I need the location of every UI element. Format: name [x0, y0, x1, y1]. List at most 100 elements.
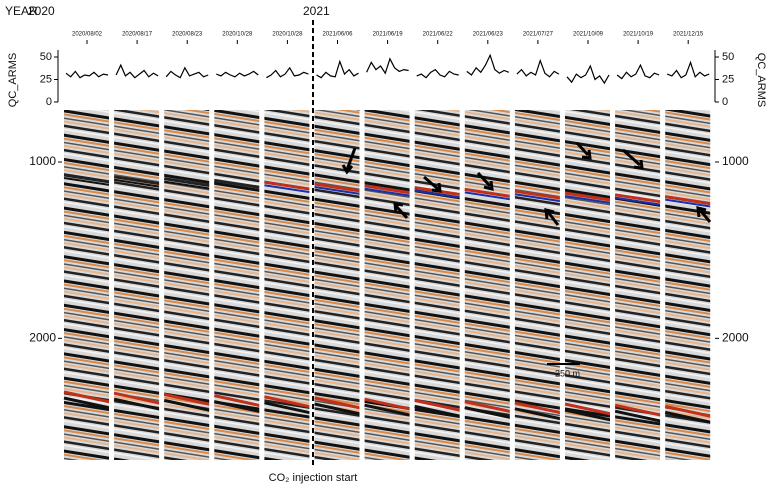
qc-tick-label: 0	[722, 96, 728, 108]
date-label: 2020/08/17	[122, 32, 153, 38]
reflector	[564, 195, 612, 204]
qc-trace	[616, 63, 660, 80]
year: 2020	[28, 4, 55, 18]
reflector	[113, 397, 161, 411]
reflector	[614, 193, 662, 204]
reflector	[464, 191, 511, 201]
qc-trace	[466, 53, 510, 76]
reflector	[364, 403, 411, 417]
reflector	[514, 407, 562, 421]
reflector	[664, 410, 712, 424]
reflector	[214, 178, 261, 189]
reflector	[364, 184, 411, 195]
qc-trace	[666, 60, 710, 79]
reflector	[63, 390, 111, 404]
qc-axis-label: QC_ARMS	[7, 53, 19, 107]
reflector	[614, 403, 662, 417]
depth-tick-label: 2000	[29, 331, 56, 345]
qc-trace	[566, 64, 610, 85]
seismic-panel	[514, 110, 561, 460]
reflector	[63, 173, 111, 184]
reflector	[113, 178, 161, 188]
reflector	[63, 396, 111, 410]
depth-tick-label: 1000	[29, 154, 56, 168]
reflector	[314, 396, 361, 410]
qc-tick-label: 50	[722, 51, 734, 63]
qc-trace	[266, 66, 309, 79]
reflector	[264, 401, 311, 415]
reflector	[113, 391, 161, 405]
reflector	[514, 401, 562, 415]
date-label: 2021/10/09	[573, 32, 604, 38]
qc-tick-label: 25	[40, 73, 52, 85]
qc-trace	[366, 57, 409, 75]
reflector	[264, 180, 311, 191]
reflector	[364, 397, 411, 411]
reflector	[614, 196, 662, 206]
reflector	[614, 409, 662, 423]
qc-tick-label: 50	[40, 51, 52, 63]
qc-trace	[216, 70, 259, 78]
seismic-panel	[665, 110, 712, 460]
depth-tick-label: 1000	[722, 154, 749, 168]
qc-trace	[165, 66, 209, 79]
reflector	[264, 184, 311, 194]
reflector	[464, 400, 512, 414]
qc-axis-label: QC_ARMS	[755, 53, 767, 107]
date-label: 2021/10/19	[623, 32, 654, 38]
panels	[63, 45, 713, 460]
year: 2021	[303, 4, 330, 18]
reflector	[414, 398, 462, 412]
reflector	[414, 189, 461, 199]
reflector	[163, 398, 211, 412]
year-label: YEAR	[5, 4, 38, 18]
reflector	[214, 182, 261, 192]
reflector	[664, 195, 712, 206]
qc-trace	[115, 63, 159, 79]
reflector	[314, 182, 361, 193]
reflector	[514, 189, 562, 200]
qc-trace	[416, 68, 459, 79]
reflector	[163, 392, 211, 406]
reflector	[113, 175, 161, 186]
date-label: 2021/06/19	[373, 32, 404, 38]
reflector	[665, 198, 712, 208]
reflector	[564, 408, 612, 422]
date-label: 2021/06/22	[423, 32, 454, 38]
date-label: 2021/06/06	[322, 32, 353, 38]
seismic-panel	[464, 110, 511, 460]
reflector	[464, 187, 512, 198]
reflector	[213, 394, 261, 408]
reflector	[314, 186, 361, 195]
seismic-panel	[565, 110, 611, 460]
arrows	[341, 141, 712, 226]
reflector	[213, 400, 261, 414]
depth-tick-label: 2000	[722, 331, 749, 345]
reflector	[514, 193, 562, 203]
qc-trace	[65, 70, 109, 79]
date-label: 2021/12/15	[673, 32, 704, 38]
date-label: 2020/10/28	[222, 32, 253, 38]
date-label: 2020/08/23	[172, 32, 203, 38]
annotation: CO₂ injection start	[269, 472, 358, 484]
date-label: 2021/07/27	[523, 32, 554, 38]
reflector	[163, 177, 211, 188]
date-label: 2021/06/23	[473, 32, 504, 38]
reflector	[464, 406, 512, 420]
reflector	[414, 404, 462, 418]
reflector	[164, 180, 211, 190]
reflector	[264, 395, 311, 409]
qc-trace	[516, 58, 560, 78]
reflector	[63, 177, 111, 186]
reflector	[664, 404, 712, 418]
qc-tick-label: 25	[722, 73, 734, 85]
scale-label: 250 m	[555, 368, 580, 378]
reflector	[564, 402, 612, 416]
reflector	[314, 402, 361, 416]
reflector	[364, 187, 411, 197]
date-label: 2020/08/02	[72, 32, 103, 38]
qc-trace	[316, 59, 359, 79]
qc-tick-label: 0	[46, 96, 52, 108]
date-label: 2020/10/28	[272, 32, 303, 38]
